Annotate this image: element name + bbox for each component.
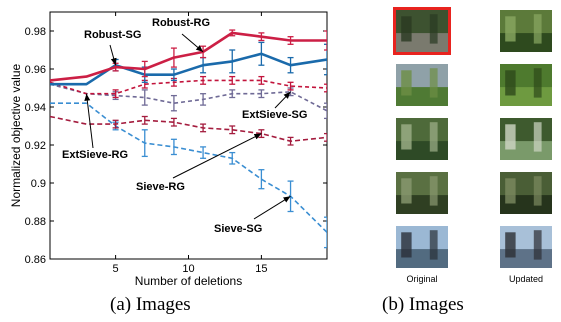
thumbnail-detail xyxy=(401,16,412,42)
y-tick-label: 0.98 xyxy=(25,26,46,38)
annotation-arrow xyxy=(84,93,94,149)
annotation-arrow xyxy=(109,44,117,66)
x-axis-label: Number of deletions xyxy=(135,274,242,288)
y-tick-label: 0.96 xyxy=(25,64,46,76)
annotation-arrow xyxy=(172,133,262,179)
x-tick-label: 5 xyxy=(113,263,119,275)
series-sieve-rg xyxy=(50,115,327,146)
thumbnail-detail xyxy=(505,70,516,96)
thumbnail-detail xyxy=(533,230,542,260)
thumbnail-detail xyxy=(429,68,438,98)
annotation-label: Robust-SG xyxy=(84,29,141,41)
image-thumbnail[interactable] xyxy=(500,10,552,52)
thumbnail-detail xyxy=(429,230,438,260)
caption-left: (a) Images xyxy=(110,294,191,315)
thumbnail-detail xyxy=(533,122,542,152)
thumbnail-detail xyxy=(401,178,412,204)
thumbnail-detail xyxy=(505,232,516,258)
x-tick-label: 10 xyxy=(182,263,194,275)
thumbnail-detail xyxy=(505,124,516,150)
thumbnail-detail xyxy=(505,178,516,204)
series-line-sieve-sg xyxy=(50,102,327,233)
image-thumbnail[interactable] xyxy=(500,172,552,214)
series-robust-rg xyxy=(50,29,327,82)
series-line-extsieve-sg xyxy=(50,83,327,112)
annotation-label: ExtSieve-RG xyxy=(62,149,128,161)
series-line-sieve-rg xyxy=(50,115,327,142)
series-line-extsieve-rg xyxy=(50,79,327,95)
image-thumbnail[interactable] xyxy=(500,64,552,106)
thumbnail-detail xyxy=(533,176,542,206)
image-thumbnail[interactable] xyxy=(396,226,448,268)
y-tick-label: 0.9 xyxy=(31,178,46,190)
thumbnail-detail xyxy=(505,16,516,42)
series-line-robust-rg xyxy=(50,31,327,82)
series-extsieve-rg xyxy=(50,75,327,99)
annotation-arrow xyxy=(274,91,291,109)
annotation-arrow xyxy=(253,195,291,220)
column-label: Updated xyxy=(509,274,543,284)
image-thumbnail[interactable] xyxy=(396,118,448,160)
caption-right: (b) Images xyxy=(382,294,464,315)
annotation-label: Sieve-RG xyxy=(136,181,185,193)
annotation-arrow xyxy=(181,33,204,53)
thumbnail-detail xyxy=(401,124,412,150)
thumbnail-detail xyxy=(401,70,412,96)
x-tick-label: 15 xyxy=(255,263,267,275)
thumbnail-detail xyxy=(429,122,438,152)
thumbnail-detail xyxy=(401,232,412,258)
image-thumbnail[interactable] xyxy=(500,118,552,160)
image-thumbnail[interactable] xyxy=(396,172,448,214)
annotation-label: Robust-RG xyxy=(152,17,210,29)
thumbnail-detail xyxy=(429,14,438,44)
column-label: Original xyxy=(406,274,437,284)
y-tick-label: 0.94 xyxy=(25,102,46,114)
y-axis-label: Normalized objective value xyxy=(9,63,23,207)
image-thumbnail[interactable] xyxy=(500,226,552,268)
annotation-label: ExtSieve-SG xyxy=(242,109,307,121)
thumbnail-detail xyxy=(533,68,542,98)
series-robust-sg xyxy=(50,41,327,86)
series-line-robust-sg xyxy=(50,52,327,86)
image-grid: Original Updated xyxy=(393,7,552,284)
thumbnail-detail xyxy=(429,176,438,206)
image-thumbnail[interactable] xyxy=(396,64,448,106)
y-tick-label: 0.88 xyxy=(25,216,46,228)
thumbnail-detail xyxy=(533,14,542,44)
y-tick-label: 0.92 xyxy=(25,140,46,152)
y-tick-label: 0.86 xyxy=(25,254,46,266)
image-thumbnail[interactable] xyxy=(393,7,451,55)
selected-highlight xyxy=(393,7,451,55)
series-sieve-sg xyxy=(50,102,327,249)
line-chart: 5 10 15 0.86 0.88 0.9 0.92 0.94 0.96 0.98 Number o… xyxy=(9,11,328,288)
annotation-label: Sieve-SG xyxy=(214,223,262,235)
